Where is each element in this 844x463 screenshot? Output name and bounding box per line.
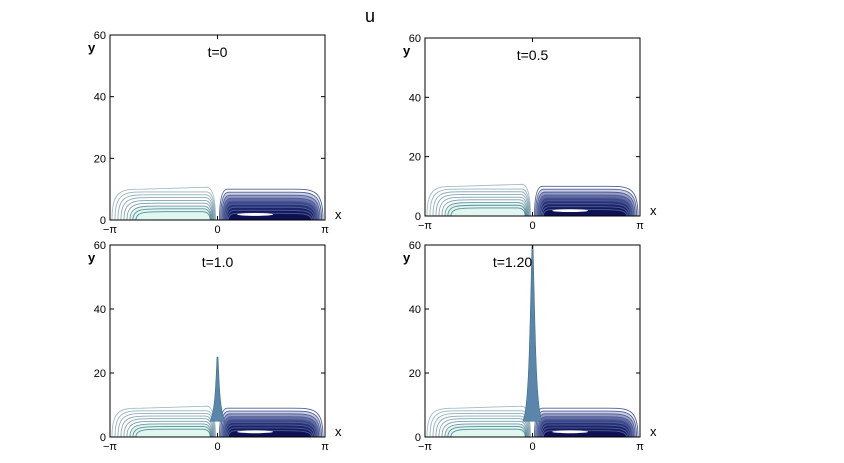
y-axis-label: y: [88, 250, 96, 265]
y-tick-label: 20: [94, 368, 106, 380]
contour-positive: [126, 202, 213, 220]
y-tick-label: 0: [100, 432, 106, 444]
x-tick-label: π: [321, 224, 329, 236]
negative-core: [237, 213, 274, 216]
x-tick-label: −π: [103, 224, 117, 236]
contour-positive: [435, 415, 529, 437]
contour-positive: [117, 412, 215, 437]
contour-positive: [450, 207, 526, 216]
x-tick-label: π: [636, 220, 644, 232]
y-axis-label: y: [403, 250, 411, 265]
contour-positive: [120, 415, 214, 437]
x-tick-label: 0: [214, 224, 220, 236]
contour-positive: [450, 428, 526, 437]
contour-positive: [432, 412, 530, 437]
x-tick-label: 0: [214, 441, 220, 453]
y-tick-label: 20: [409, 152, 421, 164]
y-tick-label: 0: [415, 211, 421, 223]
contour-positive: [123, 418, 214, 437]
y-tick-label: 60: [94, 30, 106, 42]
figure-title: u: [365, 6, 375, 26]
contour-positive: [426, 183, 531, 216]
y-tick-label: 40: [409, 304, 421, 316]
x-axis-label: x: [335, 207, 342, 222]
y-axis-label: y: [403, 43, 411, 58]
contour-negative: [534, 185, 639, 216]
contour-negative: [219, 188, 324, 220]
panel-title: t=0: [208, 44, 228, 60]
x-tick-label: 0: [529, 220, 535, 232]
spike-contour: [209, 356, 226, 422]
panel-title: t=0.5: [517, 47, 549, 63]
x-tick-label: 0: [529, 441, 535, 453]
negative-core: [552, 430, 589, 434]
negative-core: [552, 209, 589, 213]
contour-positive: [435, 193, 529, 216]
contour-positive: [114, 410, 216, 437]
y-tick-label: 40: [409, 92, 421, 104]
spike-contour: [522, 245, 543, 422]
contour-positive: [429, 188, 531, 216]
y-tick-label: 20: [94, 153, 106, 165]
x-tick-label: −π: [418, 441, 432, 453]
y-tick-label: 20: [409, 368, 421, 380]
x-tick-label: π: [636, 441, 644, 453]
contour-positive: [126, 420, 213, 437]
panel-title: t=1.20: [493, 254, 533, 270]
y-tick-label: 40: [94, 92, 106, 104]
x-tick-label: −π: [418, 220, 432, 232]
contour-positive: [135, 428, 211, 437]
contour-positive: [441, 199, 528, 216]
contour-area: [426, 245, 639, 437]
y-tick-label: 40: [94, 304, 106, 316]
x-axis-label: x: [650, 203, 657, 218]
contour-area: [111, 356, 324, 437]
contour-positive: [441, 420, 528, 437]
contour-positive: [135, 211, 211, 220]
panel-title: t=1.0: [202, 254, 234, 270]
contour-positive: [111, 405, 216, 437]
contour-positive: [123, 199, 214, 220]
x-tick-label: π: [321, 441, 329, 453]
y-tick-label: 0: [415, 432, 421, 444]
y-tick-label: 60: [409, 240, 421, 252]
contour-positive: [429, 410, 531, 437]
contour-positive: [117, 194, 215, 220]
contour-positive: [432, 191, 530, 216]
y-tick-label: 60: [94, 240, 106, 252]
contour-positive: [114, 191, 216, 220]
x-axis-label: x: [650, 424, 657, 439]
y-tick-label: 60: [409, 33, 421, 45]
y-tick-label: 0: [100, 215, 106, 227]
negative-core: [237, 430, 274, 434]
x-axis-label: x: [335, 424, 342, 439]
contour-positive: [120, 197, 214, 220]
contour-area: [111, 186, 324, 220]
contour-positive: [438, 196, 529, 216]
x-tick-label: −π: [103, 441, 117, 453]
contour-positive: [438, 418, 529, 437]
contour-positive: [111, 186, 216, 220]
contour-area: [426, 183, 639, 216]
contour-positive: [426, 405, 531, 437]
y-axis-label: y: [88, 40, 96, 55]
